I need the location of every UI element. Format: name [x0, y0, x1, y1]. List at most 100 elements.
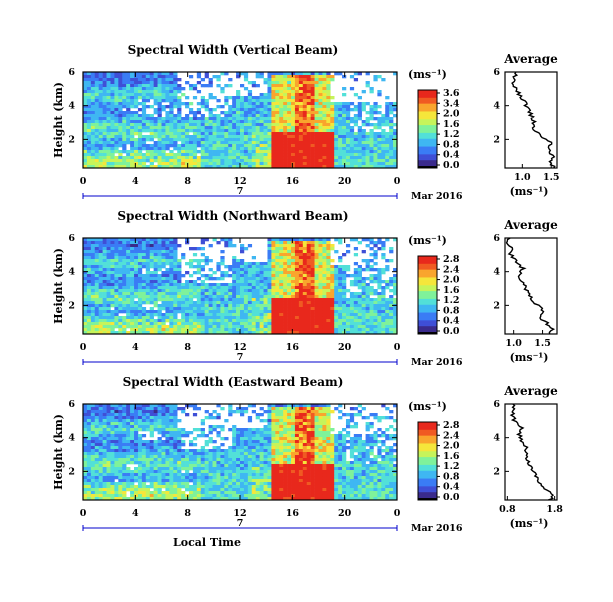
heatmap-cell [114, 162, 118, 165]
heatmap-cell [165, 114, 169, 117]
heatmap-cell [303, 123, 307, 126]
heatmap-cell [181, 120, 185, 123]
heatmap-cell [338, 129, 342, 132]
heatmap-cell [169, 250, 173, 253]
heatmap-cell [354, 310, 358, 313]
heatmap-cell [150, 162, 154, 165]
heatmap-cell [134, 289, 138, 292]
heatmap-cell [385, 120, 389, 123]
heatmap-cell [232, 292, 236, 295]
heatmap-cell [362, 289, 366, 292]
heatmap-cell [334, 105, 338, 108]
heatmap-cell [165, 325, 169, 328]
heatmap-cell [99, 482, 103, 485]
heatmap-cell [381, 159, 385, 162]
heatmap-cell [350, 283, 354, 286]
heatmap-cell [158, 147, 162, 150]
heatmap-cell [260, 120, 264, 123]
heatmap-cell [189, 262, 193, 265]
heatmap-cell [150, 150, 154, 153]
heatmap-cell [299, 153, 303, 156]
heatmap-cell [342, 283, 346, 286]
heatmap-cell [287, 289, 291, 292]
heatmap-cell [275, 241, 279, 244]
heatmap-cell [287, 298, 291, 301]
heatmap-cell [338, 268, 342, 271]
heatmap-cell [126, 265, 130, 268]
avg-x-label: (ms⁻¹) [510, 185, 549, 198]
heatmap-cell [130, 446, 134, 449]
heatmap-cell [185, 102, 189, 105]
heatmap-cell [146, 247, 150, 250]
heatmap-cell [248, 286, 252, 289]
heatmap-cell [350, 102, 354, 105]
heatmap-cell [209, 304, 213, 307]
heatmap-cell [154, 144, 158, 147]
heatmap-cell [260, 262, 264, 265]
heatmap-cell [307, 280, 311, 283]
heatmap-cell [114, 262, 118, 265]
heatmap-cell [264, 108, 268, 111]
heatmap-cell [134, 153, 138, 156]
heatmap-cell [158, 135, 162, 138]
heatmap-cell [87, 467, 91, 470]
heatmap-cell [138, 262, 142, 265]
heatmap-cell [118, 434, 122, 437]
heatmap-cell [110, 277, 114, 280]
heatmap-cell [330, 123, 334, 126]
heatmap-cell [162, 162, 166, 165]
heatmap-cell [126, 458, 130, 461]
heatmap-cell [181, 298, 185, 301]
heatmap-cell [224, 295, 228, 298]
heatmap-cell [99, 461, 103, 464]
heatmap-cell [377, 144, 381, 147]
heatmap-cell [311, 162, 315, 165]
heatmap-cell [252, 277, 256, 280]
heatmap-cell [197, 319, 201, 322]
heatmap-cell [291, 126, 295, 129]
heatmap-cell [209, 93, 213, 96]
heatmap-cell [181, 123, 185, 126]
heatmap-cell [326, 78, 330, 81]
heatmap-cell [287, 162, 291, 165]
heatmap-cell [275, 274, 279, 277]
heatmap-cell [169, 102, 173, 105]
heatmap-cell [275, 126, 279, 129]
heatmap-cell [138, 129, 142, 132]
heatmap-cell [209, 114, 213, 117]
heatmap-cell [389, 316, 393, 319]
heatmap-cell [130, 325, 134, 328]
heatmap-cell [122, 289, 126, 292]
heatmap-cell [91, 283, 95, 286]
heatmap-cell [110, 295, 114, 298]
heatmap-cell [338, 310, 342, 313]
heatmap-cell [307, 138, 311, 141]
heatmap-cell [162, 253, 166, 256]
heatmap-cell [165, 159, 169, 162]
heatmap-cell [130, 482, 134, 485]
heatmap-cell [122, 81, 126, 84]
heatmap-cell [130, 87, 134, 90]
heatmap-cell [103, 322, 107, 325]
heatmap-cell [307, 319, 311, 322]
heatmap-cell [389, 307, 393, 310]
heatmap-cell [209, 156, 213, 159]
heatmap-cell [83, 84, 87, 87]
heatmap-cell [240, 322, 244, 325]
heatmap-cell [173, 283, 177, 286]
heatmap-cell [315, 147, 319, 150]
heatmap-cell [275, 111, 279, 114]
heatmap-cell [91, 84, 95, 87]
heatmap-cell [287, 274, 291, 277]
heatmap-cell [311, 78, 315, 81]
heatmap-cell [154, 247, 158, 250]
heatmap-cell [110, 274, 114, 277]
heatmap-cell [213, 328, 217, 331]
heatmap-cell [220, 271, 224, 274]
heatmap-cell [154, 90, 158, 93]
heatmap-cell [279, 93, 283, 96]
heatmap-cell [295, 147, 299, 150]
heatmap-cell [83, 419, 87, 422]
heatmap-cell [389, 325, 393, 328]
heatmap-cell [260, 292, 264, 295]
